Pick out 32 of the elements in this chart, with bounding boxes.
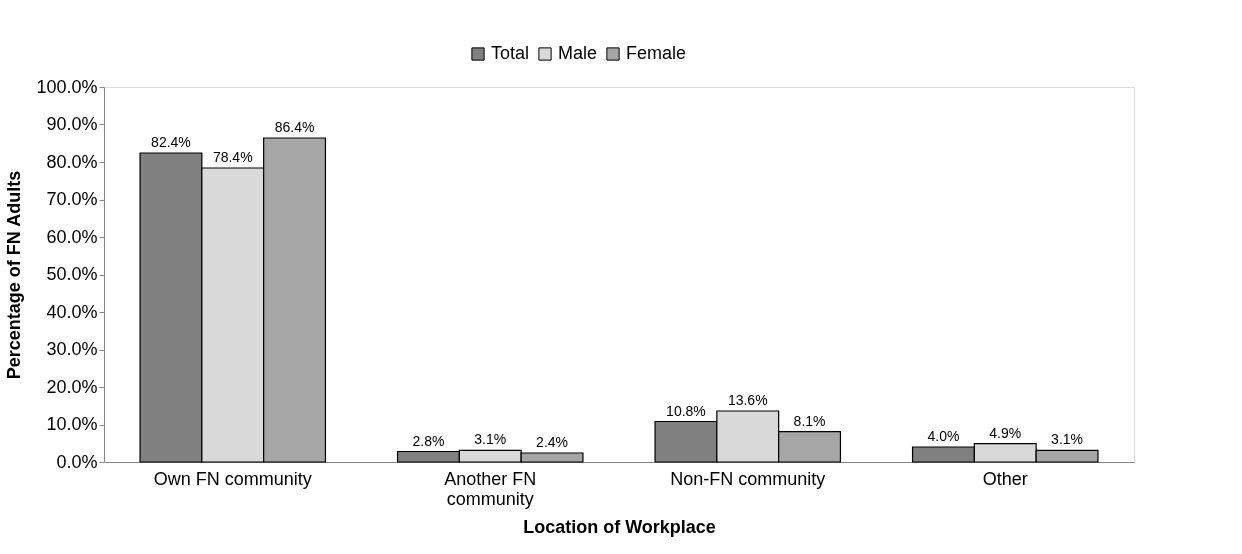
y-tick-label: 10.0%	[46, 414, 98, 434]
y-tick-label: 90.0%	[46, 114, 98, 134]
data-label: 13.6%	[727, 392, 768, 408]
legend-label: Total	[491, 43, 530, 63]
y-tick-label: 80.0%	[46, 151, 98, 172]
y-tick-label: 40.0%	[46, 301, 98, 322]
y-tick-label: 20.0%	[46, 376, 98, 397]
data-label: 82.4%	[151, 134, 191, 150]
data-label: 78.4%	[212, 149, 253, 165]
x-tick-label: Own FN community	[153, 468, 312, 489]
data-label: 4.0%	[927, 428, 960, 444]
x-tick-label: Non-FN community	[670, 468, 826, 489]
x-tick-label: Other	[982, 468, 1028, 489]
y-tick-label: 60.0%	[46, 226, 98, 247]
y-tick-label: 70.0%	[46, 189, 98, 209]
data-label: 8.1%	[793, 412, 826, 429]
y-axis-title: Percentage of FN Adults	[4, 170, 25, 380]
data-label: 3.1%	[474, 431, 507, 448]
y-tick-label: 30.0%	[46, 339, 98, 359]
data-label: 3.1%	[1051, 431, 1084, 448]
y-tick-label: 50.0%	[46, 264, 98, 284]
x-axis-title: Location of Workplace	[523, 516, 716, 537]
data-label: 4.9%	[989, 424, 1022, 441]
y-tick-label: 0.0%	[56, 451, 98, 472]
data-label: 86.4%	[274, 119, 315, 135]
y-tick-label: 100.0%	[36, 76, 98, 97]
legend-label: Female	[626, 43, 687, 63]
data-label: 2.8%	[412, 432, 445, 449]
data-label: 2.4%	[536, 434, 569, 450]
data-label: 10.8%	[666, 402, 706, 419]
legend-label: Male	[558, 43, 598, 63]
x-tick-label: Another FN community	[444, 468, 537, 509]
